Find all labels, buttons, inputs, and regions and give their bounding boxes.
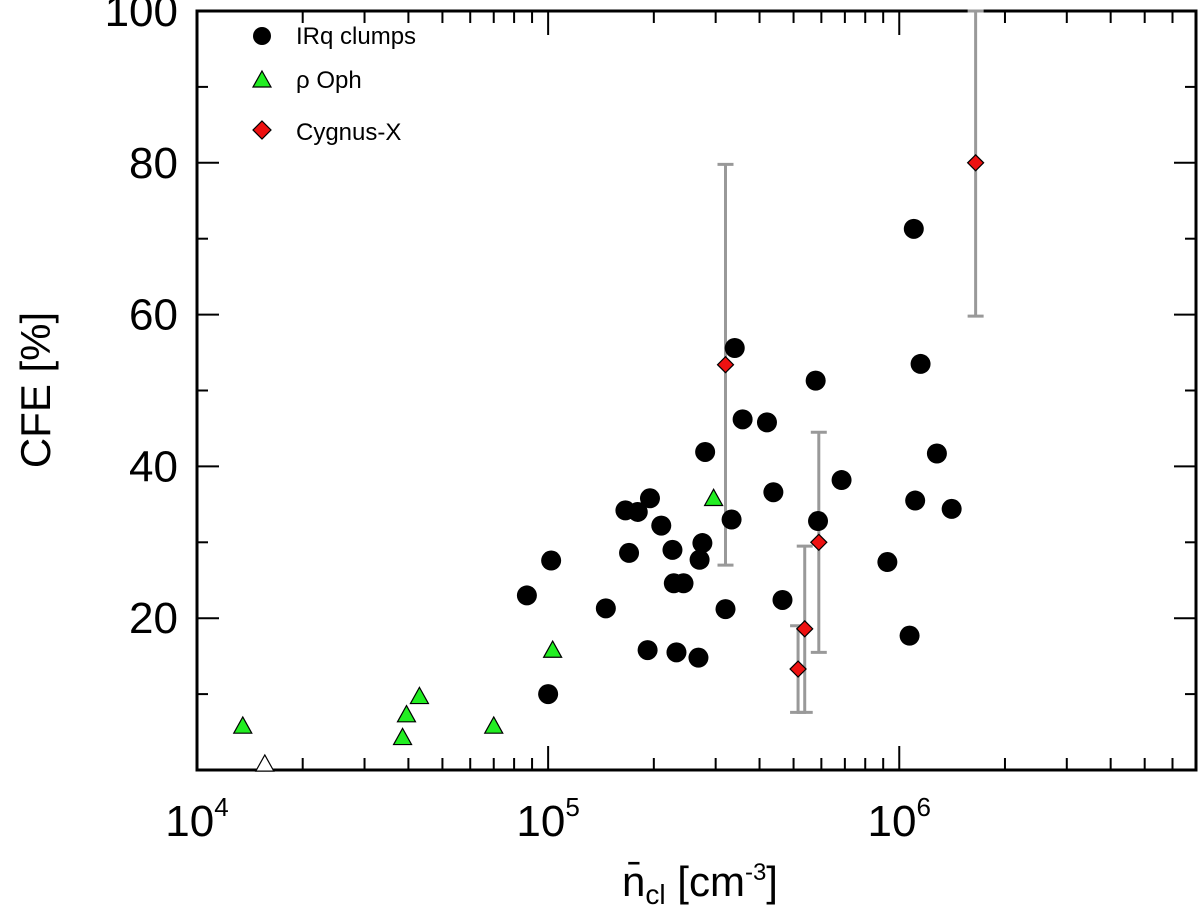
- legend: IRq clumps ρ Oph Cygnus-X: [251, 23, 416, 146]
- point-irq-clumps: [926, 443, 947, 464]
- point-irq-clumps: [721, 509, 742, 530]
- y-tick-label: 100: [105, 0, 178, 36]
- point-irq-clumps: [688, 647, 709, 668]
- y-tick-label: 60: [129, 291, 178, 340]
- point-irq-clumps: [899, 625, 920, 646]
- x-axis-label: n̄cl [cm-3]: [622, 858, 778, 910]
- point-irq-clumps: [516, 585, 537, 606]
- point-irq-clumps: [724, 337, 745, 358]
- point-oph: [392, 727, 413, 746]
- y-tick-label: 80: [129, 139, 178, 188]
- legend-marker-cygnus-x: [252, 120, 272, 140]
- x-tick-label: 105: [516, 792, 579, 846]
- point-irq-clumps: [695, 441, 716, 462]
- point-irq-clumps: [941, 498, 962, 519]
- point-irq-clumps: [763, 482, 784, 503]
- point-oph: [396, 704, 417, 723]
- x-axis-tick-labels: 104 105 106: [165, 792, 931, 846]
- point-cygnus-x: [795, 619, 814, 638]
- point-irq-clumps: [627, 501, 648, 522]
- point-oph: [232, 715, 253, 734]
- x-axis-label-unit-exp: -3: [745, 859, 766, 886]
- legend-label-rho-oph: ρ Oph: [296, 67, 362, 94]
- point-oph: [542, 639, 563, 658]
- y-axis-tick-labels: 20 40 60 80 100: [105, 0, 178, 643]
- point-cygnus-x: [716, 355, 735, 374]
- point-oph: [703, 488, 724, 507]
- x-tick-label: 104: [165, 792, 228, 846]
- axis-minor-ticks: [197, 11, 1197, 770]
- legend-marker-rho-oph: [251, 69, 273, 88]
- point-oph: [483, 715, 504, 734]
- legend-label-cygnus-x: Cygnus-X: [296, 119, 401, 146]
- point-irq-clumps: [595, 598, 616, 619]
- plot-area: [195, 9, 1198, 772]
- point-irq-clumps: [619, 542, 640, 563]
- point-irq-clumps: [651, 515, 672, 536]
- x-axis-label-unit-open: [cm: [666, 858, 745, 905]
- point-irq-clumps: [637, 640, 658, 661]
- point-irq-clumps: [756, 412, 777, 433]
- point-irq-clumps: [808, 511, 829, 532]
- point-cygnus-x: [966, 153, 985, 172]
- x-tick-label: 106: [868, 792, 931, 846]
- point-oph: [409, 686, 430, 705]
- point-irq-clumps: [772, 589, 793, 610]
- point-oph-open: [254, 753, 275, 772]
- legend-marker-irq-clumps: [253, 27, 271, 45]
- x-axis-label-sub: cl: [645, 879, 665, 910]
- legend-label-irq-clumps: IRq clumps: [296, 23, 416, 50]
- y-tick-label: 40: [129, 442, 178, 491]
- point-irq-clumps: [805, 370, 826, 391]
- point-irq-clumps: [541, 550, 562, 571]
- point-irq-clumps: [877, 552, 898, 573]
- x-axis-label-unit-close: ]: [766, 858, 778, 905]
- svg-text:n̄cl [cm-3]: n̄cl [cm-3]: [622, 858, 778, 910]
- point-irq-clumps: [538, 684, 559, 705]
- point-irq-clumps: [903, 218, 924, 239]
- point-irq-clumps: [910, 353, 931, 374]
- point-cygnus-x: [789, 660, 807, 678]
- point-irq-clumps: [692, 533, 713, 554]
- point-irq-clumps: [673, 573, 694, 594]
- data-markers: [232, 153, 985, 772]
- axis-major-ticks: [196, 11, 1196, 770]
- point-irq-clumps: [715, 599, 736, 620]
- point-irq-clumps: [689, 549, 710, 570]
- point-irq-clumps: [905, 490, 926, 511]
- point-irq-clumps: [666, 642, 687, 663]
- point-irq-clumps: [732, 409, 753, 430]
- point-irq-clumps: [639, 488, 660, 509]
- point-irq-clumps: [831, 470, 852, 491]
- y-tick-label: 20: [129, 594, 178, 643]
- x-axis-label-main: n̄: [622, 858, 645, 905]
- y-axis-label: CFE [%]: [12, 312, 59, 468]
- point-cygnus-x: [809, 533, 828, 552]
- point-irq-clumps: [662, 539, 683, 560]
